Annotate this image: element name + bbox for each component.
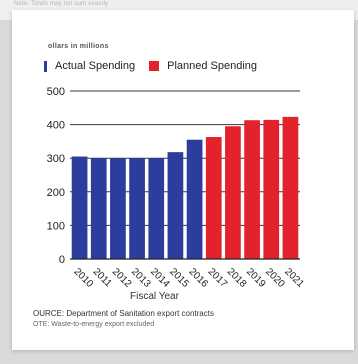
bar bbox=[167, 152, 184, 259]
y-tick-label: 200 bbox=[47, 187, 65, 199]
x-tick-label: 2012 bbox=[110, 266, 134, 290]
chart-legend: Actual Spending Planned Spending bbox=[44, 59, 257, 73]
y-tick-label: 400 bbox=[47, 120, 65, 132]
x-tick-label: 2020 bbox=[263, 266, 287, 290]
y-tick-label: 100 bbox=[47, 220, 65, 232]
source-note: OURCE: Department of Sanitation export c… bbox=[33, 309, 214, 318]
y-tick-label: 300 bbox=[47, 153, 65, 165]
legend-swatch-planned bbox=[149, 61, 160, 71]
x-tick-label: 2021 bbox=[282, 266, 306, 290]
bar bbox=[129, 158, 145, 259]
legend-swatch-actual bbox=[44, 60, 47, 72]
x-axis-title: Fiscal Year bbox=[130, 291, 179, 302]
x-tick-label: 2010 bbox=[71, 266, 95, 290]
x-tick-label: 2019 bbox=[244, 266, 268, 290]
x-tick-label: 2014 bbox=[148, 266, 172, 290]
bar bbox=[282, 116, 299, 259]
x-tick-label: 2018 bbox=[225, 266, 249, 290]
x-tick-label: 2011 bbox=[91, 266, 114, 289]
y-tick-label: 0 bbox=[59, 254, 65, 266]
x-tick-label: 2015 bbox=[167, 266, 191, 290]
bar bbox=[110, 158, 126, 259]
top-note: Note: Totals may not sum exactly bbox=[14, 1, 109, 7]
legend-label-planned: Planned Spending bbox=[167, 60, 258, 72]
x-tick-label: 2017 bbox=[206, 266, 230, 290]
bar bbox=[263, 119, 280, 260]
bar bbox=[71, 156, 88, 259]
bar bbox=[205, 137, 222, 259]
footnote: OTE: Waste-to-energy export excluded bbox=[33, 321, 155, 328]
bar bbox=[225, 126, 241, 259]
bar bbox=[90, 158, 107, 259]
legend-label-actual: Actual Spending bbox=[55, 60, 136, 72]
unit-label: ollars in millions bbox=[48, 43, 109, 50]
bar bbox=[186, 139, 203, 259]
y-tick-label: 500 bbox=[47, 86, 65, 98]
bar bbox=[148, 158, 165, 259]
x-tick-label: 2016 bbox=[186, 266, 210, 290]
bar bbox=[244, 120, 260, 260]
x-tick-label: 2013 bbox=[129, 266, 153, 290]
